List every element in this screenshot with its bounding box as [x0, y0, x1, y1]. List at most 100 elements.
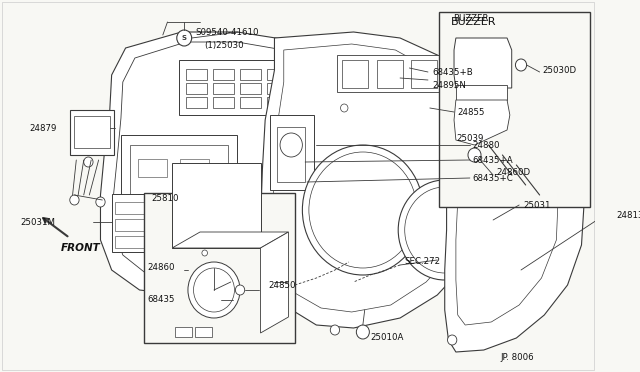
Bar — [267, 97, 287, 108]
Bar — [138, 194, 168, 212]
Text: 24880: 24880 — [472, 141, 500, 150]
Text: (1)25030: (1)25030 — [205, 41, 244, 49]
Bar — [179, 60, 351, 115]
Bar — [201, 251, 220, 289]
Polygon shape — [100, 32, 381, 295]
Bar — [186, 69, 207, 80]
Bar — [240, 243, 266, 288]
Text: 24813: 24813 — [616, 211, 640, 219]
Bar — [144, 193, 295, 343]
Bar — [294, 69, 314, 80]
Text: 25031: 25031 — [523, 201, 550, 209]
Text: 25031M: 25031M — [20, 218, 56, 227]
Bar — [180, 159, 209, 177]
Bar — [412, 60, 437, 88]
Circle shape — [188, 262, 240, 318]
Bar — [294, 83, 314, 94]
Bar — [115, 202, 147, 214]
Text: SEC.272: SEC.272 — [404, 257, 441, 266]
Circle shape — [96, 197, 105, 207]
Polygon shape — [260, 32, 498, 328]
Bar — [111, 194, 151, 252]
Bar — [138, 159, 168, 177]
Text: 24855: 24855 — [458, 108, 485, 116]
Bar — [267, 83, 287, 94]
Bar — [131, 145, 228, 230]
Bar — [342, 60, 369, 88]
Text: 68435+A: 68435+A — [472, 155, 513, 164]
Text: 25010A: 25010A — [371, 334, 404, 343]
Circle shape — [447, 335, 457, 345]
Circle shape — [302, 145, 423, 275]
Bar — [186, 255, 225, 285]
Text: S09540-41610: S09540-41610 — [195, 28, 259, 36]
Bar — [175, 327, 191, 337]
Bar — [213, 97, 234, 108]
Bar — [186, 83, 207, 94]
Bar — [240, 69, 260, 80]
Circle shape — [340, 104, 348, 112]
Bar — [240, 97, 260, 108]
Bar — [277, 127, 305, 182]
Circle shape — [236, 285, 244, 295]
Bar — [226, 251, 244, 289]
Polygon shape — [260, 232, 289, 333]
Bar — [176, 251, 195, 289]
Circle shape — [356, 325, 369, 339]
Text: BUZZER: BUZZER — [451, 17, 497, 27]
Text: BUZZER: BUZZER — [453, 13, 488, 22]
Bar — [213, 83, 234, 94]
Bar — [240, 83, 260, 94]
Text: 24860: 24860 — [147, 263, 175, 273]
Bar — [74, 116, 110, 148]
Circle shape — [330, 325, 340, 335]
Text: 68435+C: 68435+C — [472, 173, 513, 183]
Bar — [377, 60, 403, 88]
Circle shape — [280, 133, 302, 157]
Circle shape — [398, 180, 492, 280]
Bar — [213, 69, 234, 80]
Bar — [231, 245, 238, 265]
Bar — [337, 55, 481, 92]
Bar — [144, 245, 256, 295]
Bar — [180, 194, 209, 212]
Polygon shape — [454, 38, 512, 88]
Polygon shape — [209, 295, 253, 308]
Bar — [70, 110, 115, 155]
Bar — [195, 260, 216, 280]
Bar — [195, 327, 212, 337]
Bar — [321, 69, 342, 80]
Circle shape — [70, 195, 79, 205]
Bar — [232, 235, 275, 295]
Text: 25810: 25810 — [152, 193, 179, 202]
Polygon shape — [172, 232, 289, 248]
Text: 68435: 68435 — [147, 295, 175, 305]
Text: FRONT: FRONT — [60, 243, 100, 253]
Bar — [115, 236, 147, 248]
Polygon shape — [454, 100, 510, 145]
Polygon shape — [445, 95, 584, 352]
Text: 25039: 25039 — [456, 134, 483, 142]
Circle shape — [275, 302, 287, 314]
Circle shape — [84, 157, 93, 167]
Text: 24860D: 24860D — [496, 167, 530, 176]
Text: 24895N: 24895N — [433, 80, 467, 90]
Circle shape — [177, 30, 191, 46]
Text: 24850: 24850 — [268, 280, 296, 289]
Circle shape — [515, 59, 527, 71]
Circle shape — [202, 250, 207, 256]
Bar — [294, 97, 314, 108]
Text: 68435+B: 68435+B — [433, 67, 474, 77]
Bar — [121, 135, 237, 240]
Bar — [456, 85, 507, 100]
Text: S: S — [182, 35, 187, 41]
Bar — [321, 97, 342, 108]
Text: 25030D: 25030D — [543, 65, 577, 74]
Bar — [186, 97, 207, 108]
Bar — [270, 115, 314, 190]
Text: 24879: 24879 — [30, 124, 57, 132]
Bar — [151, 251, 170, 289]
Bar — [321, 83, 342, 94]
Bar — [445, 60, 472, 88]
Bar — [267, 69, 287, 80]
